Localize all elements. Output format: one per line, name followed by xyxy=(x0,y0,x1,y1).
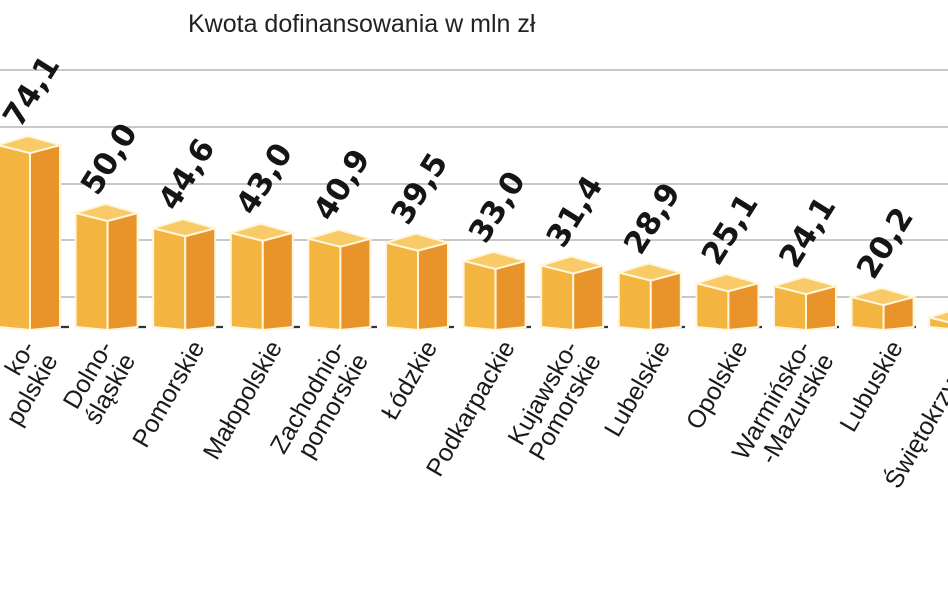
bar-top xyxy=(304,228,375,248)
bar-front xyxy=(229,231,264,332)
category-label-line: Opolskie xyxy=(681,336,754,434)
value-label: 50,0 xyxy=(74,117,145,201)
value-label: 43,0 xyxy=(229,137,300,221)
bar xyxy=(304,228,375,332)
value-label: 44,6 xyxy=(151,133,222,217)
bar-top xyxy=(71,202,142,223)
bar xyxy=(692,273,763,332)
category-label: Pomorskie xyxy=(127,336,210,452)
bar-top xyxy=(227,222,297,242)
value-label: 74,1 xyxy=(0,49,67,133)
bar xyxy=(847,286,918,332)
bars xyxy=(0,134,948,332)
bar-front xyxy=(0,144,31,332)
value-label: 20,2 xyxy=(850,201,921,285)
bar xyxy=(537,255,607,332)
bar-side xyxy=(106,211,139,332)
category-label-line: Lubuskie xyxy=(835,336,909,437)
category-label: Opolskie xyxy=(681,336,754,434)
bar-side xyxy=(649,271,682,332)
bar-top xyxy=(459,250,530,270)
bar-front xyxy=(462,259,497,332)
category-label: ko-polskie xyxy=(0,336,64,430)
value-label: 33,0 xyxy=(462,165,533,249)
bar-front xyxy=(928,316,948,330)
category-label-line: Pomorskie xyxy=(127,336,210,452)
value-label: 31,4 xyxy=(539,170,610,254)
bar-top xyxy=(925,310,948,324)
bar-side xyxy=(572,264,605,332)
value-label: 28,9 xyxy=(617,177,688,261)
category-label: Łódzkie xyxy=(376,336,443,425)
bar-top xyxy=(770,275,840,296)
bar-top xyxy=(615,262,685,282)
bar-front xyxy=(540,264,575,332)
bar-top xyxy=(537,255,607,275)
bar-top xyxy=(0,134,64,155)
bar xyxy=(459,250,530,332)
category-labels: ko-polskieDolno-śląskiePomorskieMałopols… xyxy=(0,335,948,493)
bar xyxy=(149,218,219,332)
bar xyxy=(925,310,948,330)
bar xyxy=(615,262,685,332)
bar-top xyxy=(692,273,763,293)
value-label: 40,9 xyxy=(307,143,378,227)
category-label-line: Łódzkie xyxy=(376,336,443,425)
bar-front xyxy=(385,241,419,332)
value-label: 39,5 xyxy=(384,147,455,231)
bar-top xyxy=(847,286,918,307)
category-label: Lubuskie xyxy=(835,336,909,437)
bar-front xyxy=(307,237,342,332)
bar-side xyxy=(494,259,527,332)
bar-side xyxy=(184,226,217,332)
bar-side xyxy=(339,237,372,332)
chart-title: Kwota dofinansowania w mln zł xyxy=(188,10,536,38)
bar xyxy=(71,202,142,332)
bar xyxy=(382,232,452,332)
bar-side xyxy=(29,143,61,332)
bar-front xyxy=(74,211,109,332)
category-label: Lubelskie xyxy=(599,336,676,441)
bar-side xyxy=(417,241,449,332)
bar-front xyxy=(152,226,187,332)
category-label-line: Lubelskie xyxy=(599,336,676,441)
bar xyxy=(227,222,297,332)
value-label: 24,1 xyxy=(772,190,843,274)
bar-side xyxy=(261,231,294,332)
bar xyxy=(770,275,840,332)
bar xyxy=(0,134,64,332)
bar-front xyxy=(617,271,652,332)
value-label: 25,1 xyxy=(695,188,766,272)
bar-top xyxy=(382,232,452,252)
bar-top xyxy=(149,218,219,238)
category-label: Dolno-śląskie xyxy=(56,336,141,429)
